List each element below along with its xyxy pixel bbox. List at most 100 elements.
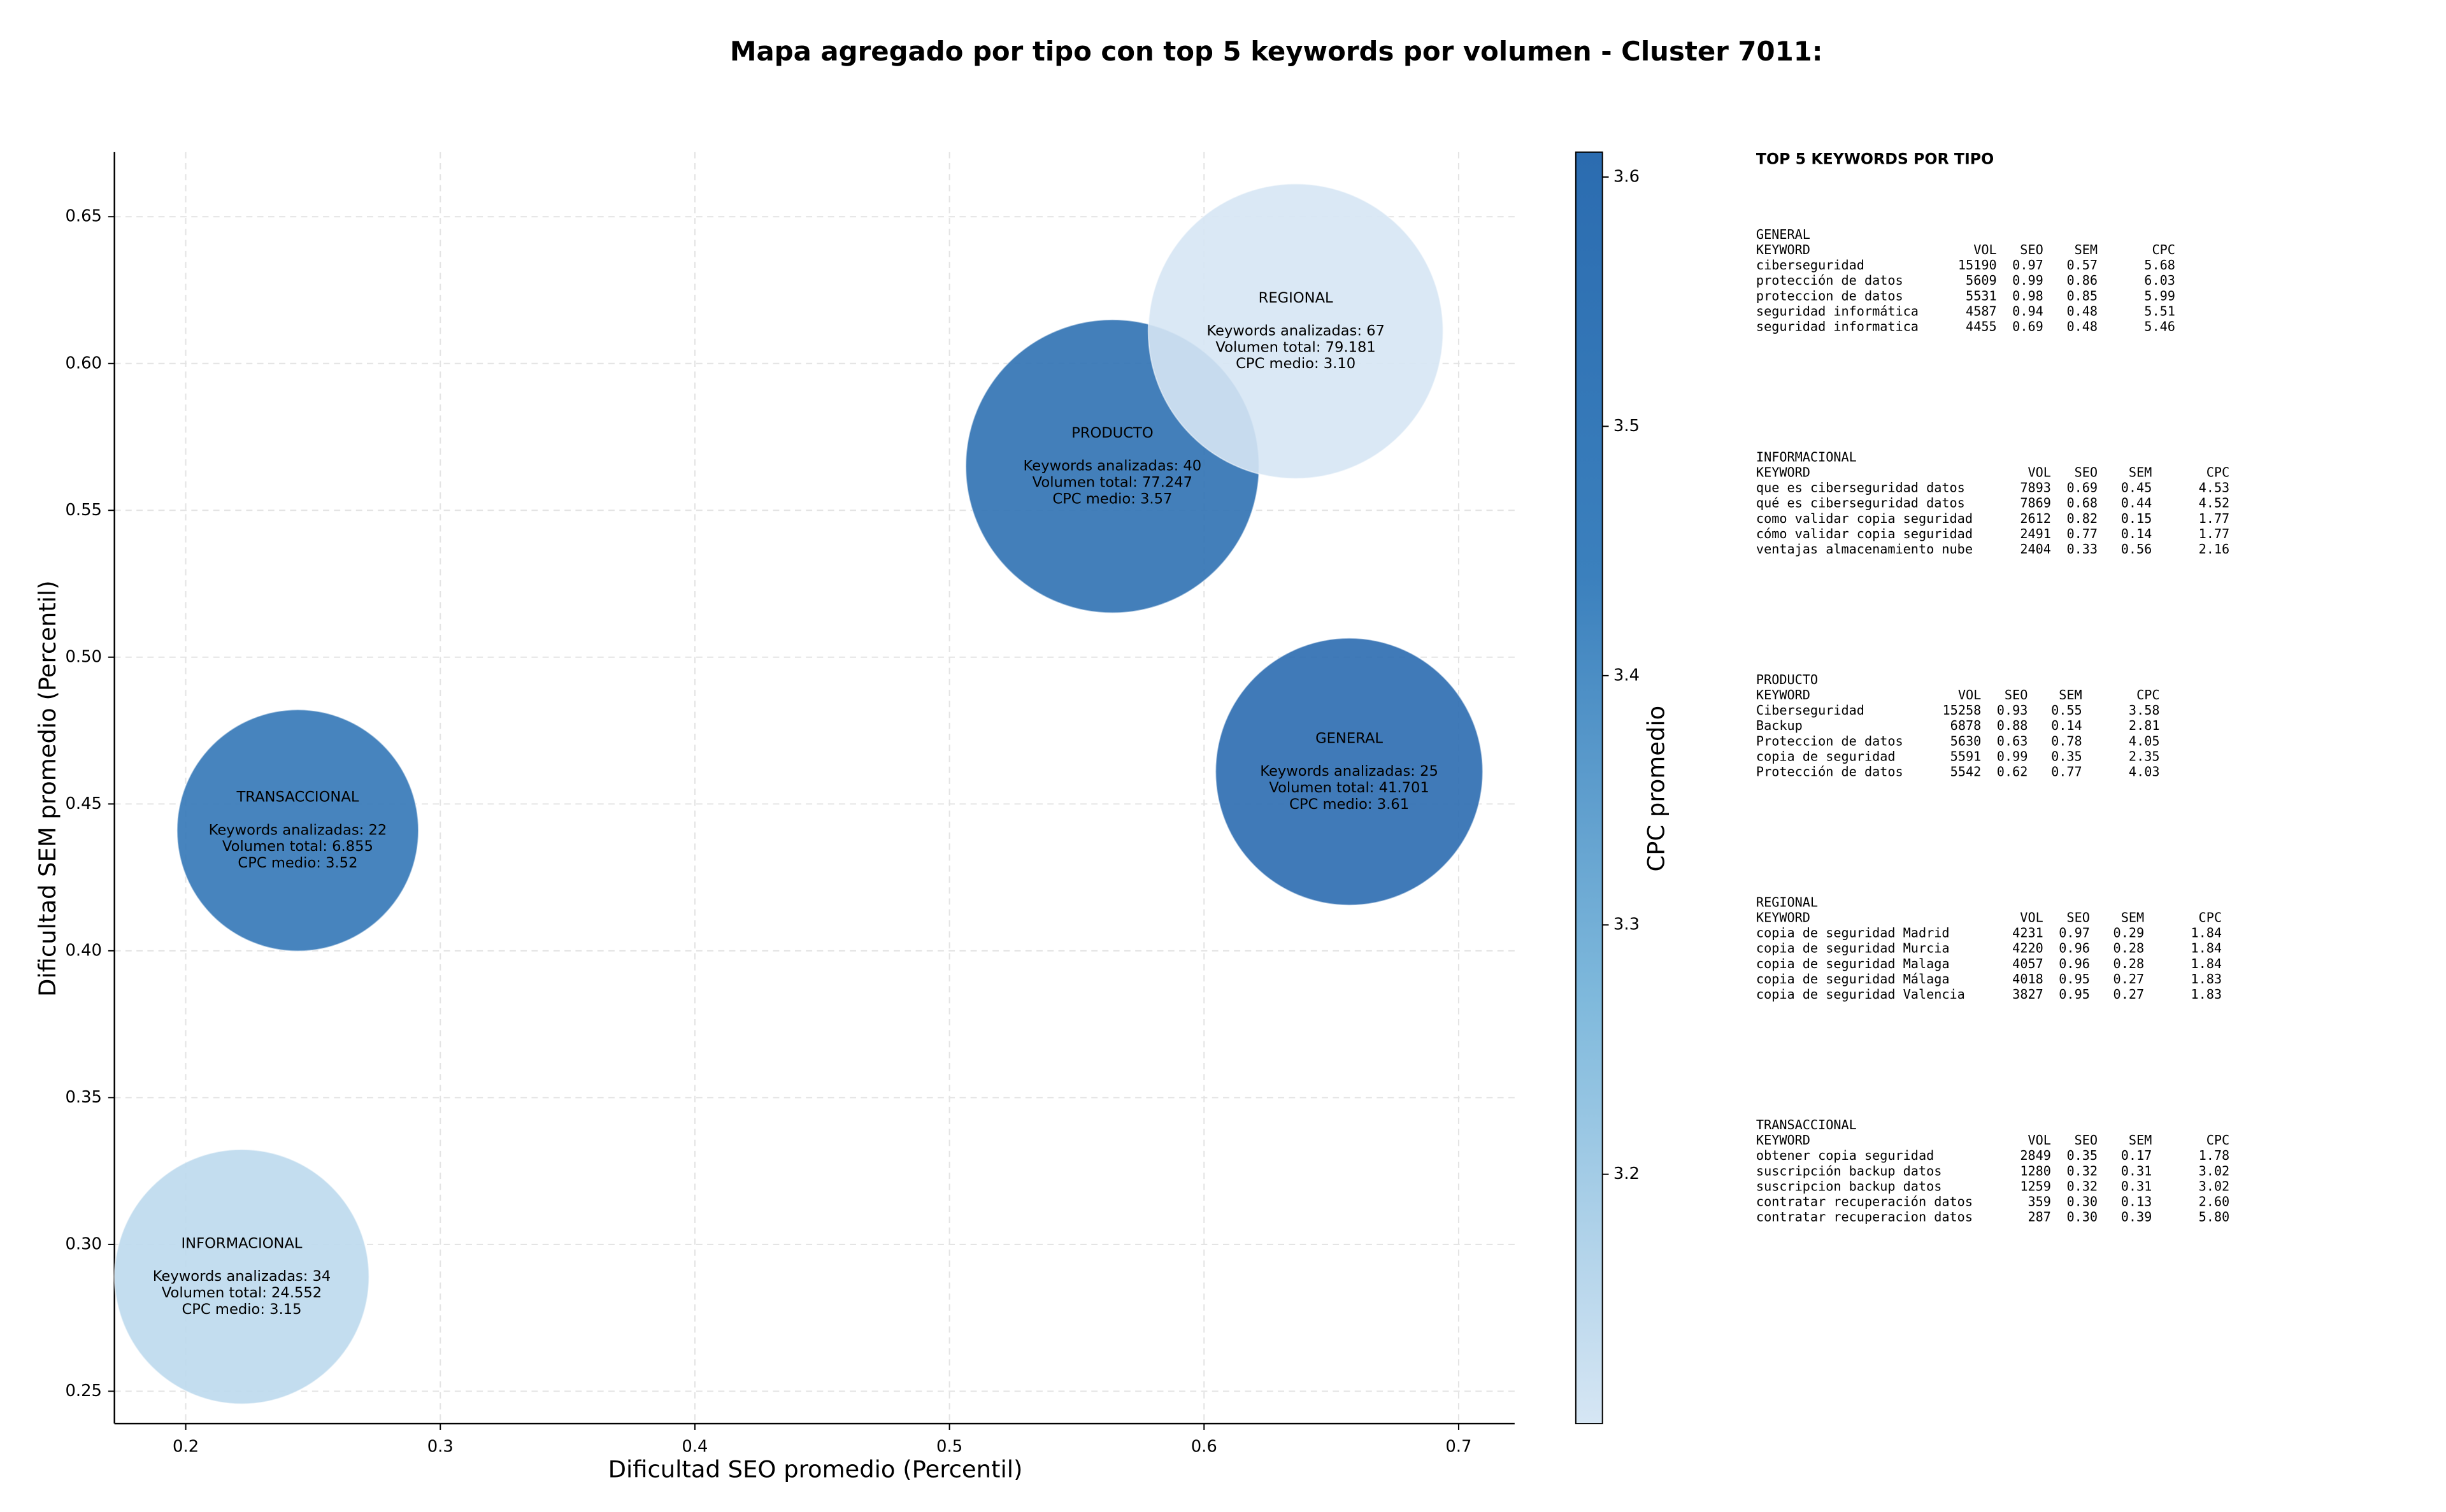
bubble-annotation: Keywords analizadas: 67 — [1206, 323, 1385, 339]
table-cell: 0.31 — [2121, 1163, 2152, 1178]
table-cell: 0.27 — [2113, 971, 2145, 987]
table-cell: 0.88 — [1997, 718, 2028, 733]
table-cell: 0.14 — [2051, 718, 2082, 733]
table-cell: 0.32 — [2066, 1178, 2098, 1194]
y-tick-label: 0.25 — [65, 1381, 102, 1401]
table-cell: 2.35 — [2129, 748, 2160, 764]
table-cell: contratar recuperacion datos — [1756, 1209, 1973, 1225]
bubble-name: GENERAL — [1315, 730, 1383, 746]
colorbar-tick-label: 3.2 — [1613, 1164, 1640, 1183]
table-cell: 3.58 — [2129, 703, 2160, 718]
column-header: CPC — [2136, 687, 2159, 703]
bubble-annotation: Keywords analizadas: 25 — [1260, 763, 1438, 780]
column-header: KEYWORD — [1756, 464, 1810, 480]
bubble — [1215, 637, 1484, 906]
table-cell: 0.97 — [2059, 925, 2090, 941]
table-cell: seguridad informática — [1756, 303, 1919, 318]
y-tick-label: 0.45 — [65, 794, 102, 813]
table-cell: 0.94 — [2012, 303, 2043, 318]
column-header: VOL — [1958, 687, 1981, 703]
table-cell: 2612 — [2020, 511, 2051, 526]
x-tick-label: 0.5 — [936, 1437, 962, 1457]
table-cell: 2.60 — [2199, 1194, 2230, 1209]
y-tick-label: 0.30 — [65, 1234, 102, 1253]
table-cell: 0.98 — [2012, 288, 2043, 303]
table-cell: 4587 — [1966, 303, 1997, 318]
table-cell: seguridad informatica — [1756, 319, 1919, 334]
table-cell: 7869 — [2020, 496, 2051, 511]
table-cell: 0.97 — [2012, 257, 2043, 273]
table-cell: 0.30 — [2066, 1209, 2098, 1225]
y-tick-label: 0.65 — [65, 207, 102, 226]
bubble-annotation: CPC medio: 3.57 — [1052, 490, 1172, 507]
column-header: SEO — [2075, 1132, 2098, 1148]
bubble-annotation: Keywords analizadas: 40 — [1024, 458, 1202, 474]
column-header: VOL — [2028, 1132, 2051, 1148]
table-cell: Backup — [1756, 718, 1803, 733]
table-cell: 5.99 — [2144, 288, 2175, 303]
table-cell: 0.78 — [2051, 733, 2082, 748]
table-cell: qué es ciberseguridad datos — [1756, 496, 1965, 511]
table-cell: 0.96 — [2059, 941, 2090, 956]
table-cell: 0.28 — [2113, 956, 2145, 971]
bubble-name: PRODUCTO — [1071, 425, 1154, 441]
table-cell: 5531 — [1966, 288, 1997, 303]
colorbar-tick-label: 3.4 — [1613, 666, 1640, 685]
table-cell: cómo validar copia seguridad — [1756, 526, 1973, 541]
bubble-name: REGIONAL — [1259, 290, 1333, 306]
table-cell: 0.15 — [2121, 511, 2152, 526]
table-cell: obtener copia seguridad — [1756, 1148, 1934, 1163]
colorbar — [1575, 151, 1603, 1425]
table-cell: copia de seguridad Valencia — [1756, 987, 1965, 1002]
column-header: CPC — [2199, 910, 2222, 925]
table-cell: Protección de datos — [1756, 764, 1903, 780]
y-tick-label: 0.40 — [65, 941, 102, 960]
table-cell: 2.16 — [2199, 541, 2230, 557]
table-cell: 0.31 — [2121, 1178, 2152, 1194]
table-cell: como validar copia seguridad — [1756, 511, 1973, 526]
table-cell: 4.05 — [2129, 733, 2160, 748]
column-header: SEM — [2129, 1132, 2152, 1148]
table-cell: 2491 — [2020, 526, 2051, 541]
table-cell: 0.93 — [1997, 703, 2028, 718]
table-cell: 0.48 — [2066, 303, 2098, 318]
table-cell: 1259 — [2020, 1178, 2051, 1194]
column-header: VOL — [2020, 910, 2043, 925]
table-cell: 0.55 — [2051, 703, 2082, 718]
table-cell: 0.86 — [2066, 273, 2098, 288]
column-header: SEM — [2121, 910, 2144, 925]
table-cell: 0.27 — [2113, 987, 2145, 1002]
table-cell: 0.14 — [2121, 526, 2152, 541]
column-header: SEM — [2059, 687, 2082, 703]
table-cell: 15258 — [1943, 703, 1982, 718]
table-cell: 0.56 — [2121, 541, 2152, 557]
bubble-annotation: Volumen total: 77.247 — [1033, 474, 1192, 490]
section-name: INFORMACIONAL — [1756, 449, 1857, 464]
table-cell: 0.68 — [2066, 496, 2098, 511]
table-cell: 287 — [2028, 1209, 2051, 1225]
table-cell: 5.46 — [2144, 319, 2175, 334]
table-cell: 3.02 — [2199, 1178, 2230, 1194]
colorbar-label: CPC promedio — [1642, 706, 1670, 872]
y-tick-label: 0.35 — [65, 1088, 102, 1107]
table-cell: 4.53 — [2199, 480, 2230, 496]
table-cell: 0.69 — [2012, 319, 2043, 334]
table-cell: 0.63 — [1997, 733, 2028, 748]
table-cell: 1.83 — [2191, 987, 2222, 1002]
table-cell: que es ciberseguridad datos — [1756, 480, 1965, 496]
table-cell: 6878 — [1950, 718, 1982, 733]
table-cell: copia de seguridad Madrid — [1756, 925, 1950, 941]
x-tick-label: 0.3 — [427, 1437, 454, 1457]
bubble-annotation: Keywords analizadas: 34 — [153, 1268, 331, 1285]
table-cell: 6.03 — [2144, 273, 2175, 288]
column-header: CPC — [2206, 464, 2229, 480]
bubble-annotation: CPC medio: 3.52 — [238, 855, 357, 871]
table-cell: 0.39 — [2121, 1209, 2152, 1225]
table-cell: 0.77 — [2051, 764, 2082, 780]
section-name: REGIONAL — [1756, 894, 1818, 909]
table-cell: 0.33 — [2066, 541, 2098, 557]
table-cell: ciberseguridad — [1756, 257, 1864, 273]
table-cell: 0.85 — [2066, 288, 2098, 303]
table-cell: 5609 — [1966, 273, 1997, 288]
